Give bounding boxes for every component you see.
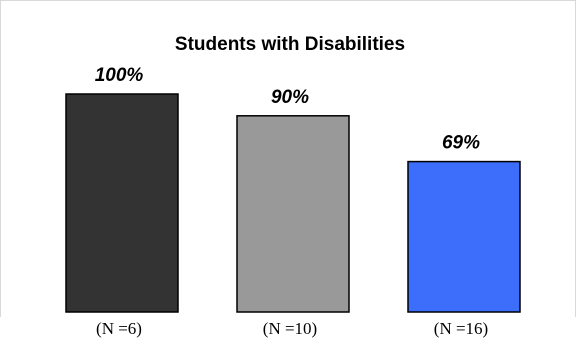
x-tick-label-3: (N =16): [434, 319, 488, 338]
data-label-3: 69%: [442, 133, 480, 154]
data-label-2: 90%: [271, 87, 309, 108]
x-tick-label-1: (N =6): [96, 319, 142, 338]
chart-title: Students with Disabilities: [175, 34, 405, 55]
bar-3: [407, 160, 521, 313]
data-labels-group: 100% 90% 69%: [95, 65, 480, 154]
data-label-1: 100%: [95, 65, 144, 86]
bar-2: [236, 115, 350, 313]
x-tick-labels-group: (N =6) (N =10) (N =16): [96, 319, 488, 338]
x-tick-label-2: (N =10): [263, 319, 317, 338]
bar-1: [65, 93, 179, 313]
bars-group: [65, 93, 521, 313]
